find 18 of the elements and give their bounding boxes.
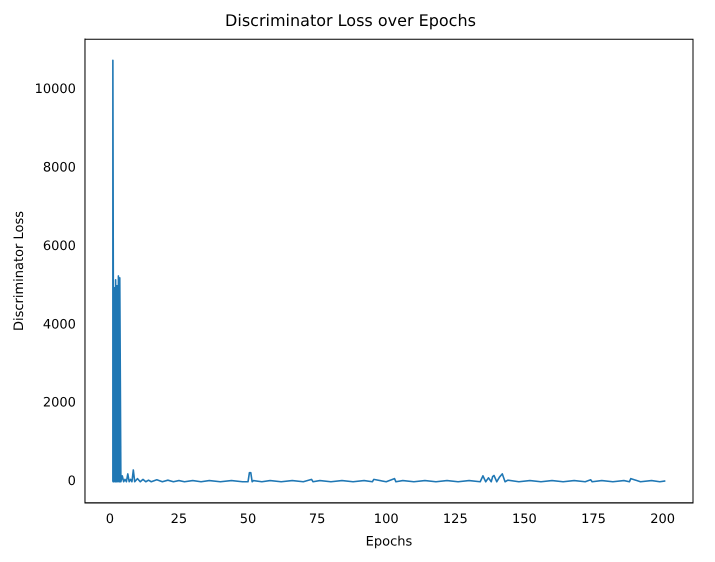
x-tick-label: 125 <box>442 512 468 527</box>
y-tick-label: 2000 <box>42 396 76 411</box>
y-tick-label: 8000 <box>42 160 76 176</box>
x-tick-label: 200 <box>650 512 676 527</box>
x-tick-label: 150 <box>512 512 537 527</box>
x-tick-label: 25 <box>170 512 188 527</box>
x-tick-label: 0 <box>106 512 114 527</box>
x-tick-label: 175 <box>581 512 606 527</box>
x-tick-label: 100 <box>374 512 399 527</box>
y-tick-label: 4000 <box>42 317 76 332</box>
y-axis-title: Discriminator Loss <box>12 210 28 332</box>
chart-title: Discriminator Loss over Epochs <box>225 10 476 30</box>
x-tick-label: 75 <box>308 512 326 527</box>
y-tick-label: 6000 <box>42 238 76 254</box>
x-tick-label: 50 <box>240 512 256 527</box>
x-axis-title: Epochs <box>366 534 412 550</box>
y-tick-label: 10000 <box>34 82 76 98</box>
y-tick-label: 0 <box>68 474 76 490</box>
